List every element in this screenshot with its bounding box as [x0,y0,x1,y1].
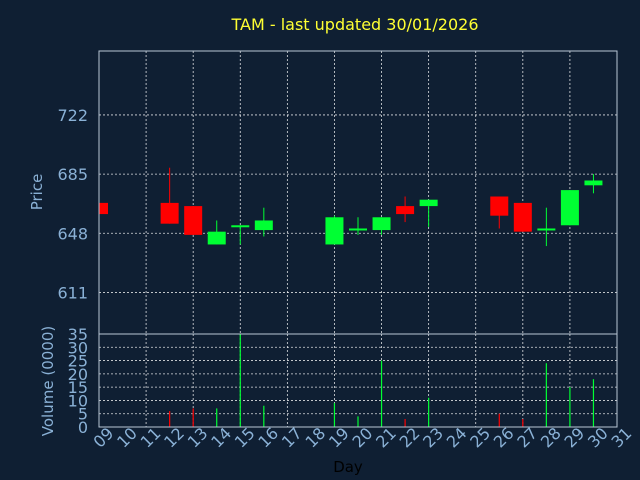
candle-14 [207,220,226,245]
candle-body [584,180,603,186]
day-tick-label: 31 [608,424,636,452]
candle-21 [372,217,391,235]
candle-body [419,199,438,207]
candle-13 [184,206,203,235]
candle-body [254,220,273,231]
volume-bars [169,334,595,427]
price-axis-label: Price [28,174,46,211]
volume-tick-label: 35 [68,325,88,344]
candle-15 [231,225,250,245]
candle-22 [396,196,415,223]
candle-body [372,217,391,231]
candle-12 [160,167,179,224]
volume-tick-label: 5 [78,405,88,424]
candle-09 [98,202,108,215]
candle-body [231,225,250,228]
candle-body [396,206,415,215]
candle-body [99,202,108,215]
volume-tick-label: 10 [68,391,88,410]
candle-body [537,228,556,231]
candle-28 [537,207,556,247]
candle-16 [254,207,273,237]
price-tick-label: 722 [57,106,88,125]
candle-body [184,206,203,235]
candle-body [490,196,509,216]
candle-29 [560,190,579,226]
candle-27 [513,202,532,232]
volume-plot-frame [98,333,618,428]
candlesticks [98,167,603,247]
price-y-ticks: 611 648 685 722 [57,106,88,302]
price-panel: 611 648 685 722 Price [28,50,618,335]
price-plot-frame [98,50,618,335]
price-tick-label: 648 [57,224,88,243]
candle-body [325,217,344,245]
candle-30 [584,174,603,194]
volume-tick-label: 15 [68,378,88,397]
candle-body [160,202,179,224]
candle-body [349,228,367,231]
candle-23 [419,199,438,227]
volume-tick-label: 30 [68,338,88,357]
volume-tick-label: 20 [68,365,88,384]
volume-gridlines [99,334,617,427]
price-tick-label: 685 [57,165,88,184]
candle-body [207,231,226,245]
day-x-ticks: 0910111213141516171819202122232425262728… [90,424,636,452]
price-tick-label: 611 [57,283,88,302]
candle-19 [325,215,344,245]
volume-axis-label: Volume (0000) [39,326,57,436]
volume-tick-label: 0 [78,418,88,437]
volume-tick-label: 25 [68,352,88,371]
candle-20 [349,217,367,235]
candle-26 [490,196,509,229]
candle-body [513,202,532,232]
candle-body [560,190,579,226]
chart-title: TAM - last updated 30/01/2026 [230,15,478,34]
price-gridlines [99,51,617,334]
x-axis-label: Day [333,458,363,476]
